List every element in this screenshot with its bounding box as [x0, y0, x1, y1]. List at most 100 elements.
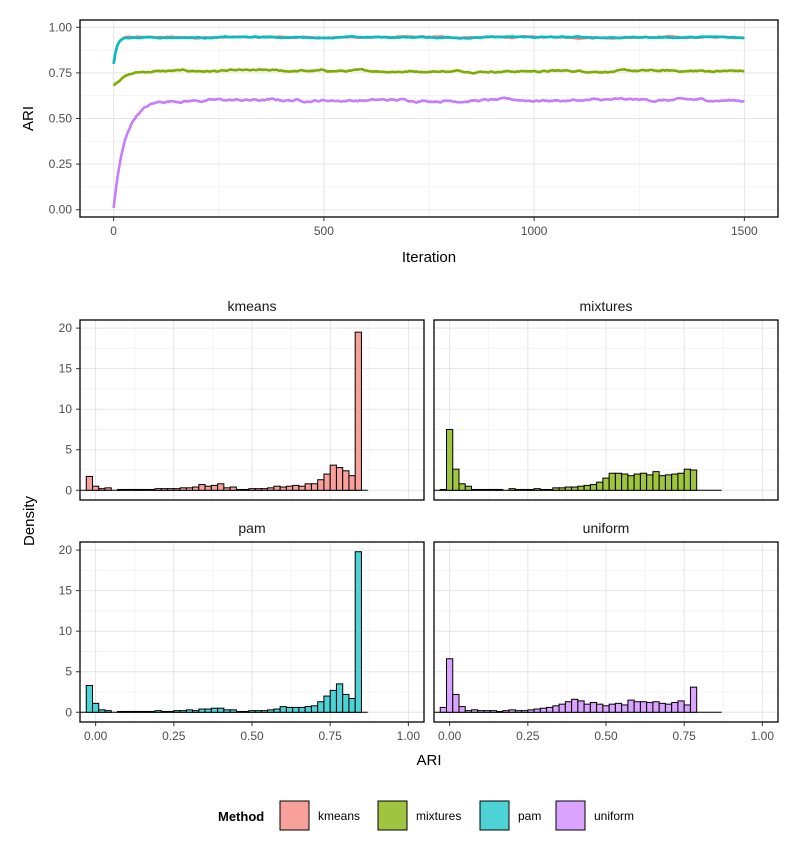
histogram-bar-mixtures: [646, 474, 654, 491]
histogram-bar-kmeans: [248, 488, 256, 491]
histogram-bar-kmeans: [167, 488, 175, 491]
histogram-facets: kmeans mixtures pam uniform: [79, 298, 779, 723]
histogram-bar-kmeans: [317, 479, 325, 491]
legend-title: Method: [218, 809, 264, 824]
histogram-y-tick-label: 15: [59, 362, 73, 376]
histogram-bar-pam: [285, 706, 294, 713]
histogram-bar-uniform: [477, 710, 485, 713]
histogram-bar-mixtures: [621, 473, 629, 491]
histogram-x-tick-label: 1.00: [751, 729, 775, 743]
line-chart-y-ticks: 0.00 0.25 0.50 0.75 1.00: [49, 20, 80, 217]
histogram-bar-pam: [329, 689, 337, 713]
histogram-bar-uniform: [452, 693, 460, 713]
histogram-x-tick-label: 0.25: [162, 729, 186, 743]
histogram-bar-uniform: [664, 703, 673, 713]
line-chart-y-axis-label: ARI: [20, 106, 37, 131]
histogram-y-ticks: 0 5 10 15 20 0 5 10 15 20: [59, 321, 80, 719]
histogram-bar-mixtures: [589, 484, 598, 491]
histogram-bar-uniform: [596, 703, 604, 713]
histogram-bar-kmeans: [173, 488, 181, 491]
histogram-bar-uniform: [464, 710, 473, 713]
histogram-bar-uniform: [546, 706, 554, 713]
histogram-bar-uniform: [589, 702, 598, 713]
histogram-bar-mixtures: [639, 472, 648, 491]
histogram-bar-kmeans: [342, 470, 350, 491]
histogram-bar-kmeans: [185, 487, 194, 491]
histogram-bar-pam: [210, 707, 219, 713]
line-chart-y-tick-label: 0.00: [49, 203, 73, 217]
line-chart-x-ticks: 0 500 1000 1500: [110, 217, 758, 238]
histogram-bar-mixtures: [633, 473, 641, 491]
facet-title-mixtures: mixtures: [580, 298, 633, 314]
histogram-bar-kmeans: [279, 486, 287, 491]
histogram-bar-pam: [235, 710, 244, 713]
histogram-bar-pam: [129, 710, 137, 713]
histogram-y-tick-label: 20: [59, 543, 73, 557]
histogram-bar-pam: [179, 710, 187, 713]
line-chart-y-tick-label: 1.00: [49, 20, 73, 34]
histogram-bar-kmeans: [148, 488, 156, 491]
histogram-bar-kmeans: [123, 488, 131, 491]
histogram-bar-mixtures: [677, 472, 685, 491]
histogram-bar-kmeans: [154, 488, 162, 491]
histogram-bar-uniform: [683, 704, 691, 713]
histogram-bar-mixtures: [577, 485, 585, 491]
facet-title-pam: pam: [238, 520, 265, 536]
histogram-bar-pam: [279, 706, 287, 713]
histogram-bar-pam: [217, 707, 225, 713]
histogram-bar-pam: [92, 702, 100, 713]
histogram-x-tick-label: 0.75: [319, 729, 343, 743]
histogram-bar-mixtures: [558, 487, 566, 491]
histogram-bar-pam: [167, 710, 175, 713]
histogram-bar-uniform: [689, 686, 698, 713]
line-chart-y-tick-label: 0.25: [49, 157, 73, 171]
histogram-bar-kmeans: [179, 487, 187, 491]
histogram-bar-kmeans: [192, 486, 200, 491]
line-chart-y-tick-label: 0.50: [49, 112, 73, 126]
histogram-bar-kmeans: [129, 488, 137, 491]
histogram-bar-pam: [98, 709, 106, 713]
histogram-bar-kmeans: [260, 488, 269, 491]
histogram-bar-mixtures: [483, 488, 491, 491]
legend-label-kmeans: kmeans: [318, 809, 360, 823]
histogram-bar-mixtures: [514, 488, 523, 491]
histogram-bar-mixtures: [652, 471, 660, 491]
histogram-bar-uniform: [583, 703, 591, 713]
histogram-bar-kmeans: [223, 487, 231, 491]
histogram-x-ticks: 0.00 0.25 0.50 0.75 1.00 0.00 0.25 0.50 0.75 1.00: [84, 722, 774, 743]
histogram-bar-mixtures: [489, 488, 498, 491]
line-chart-x-tick-label: 1000: [521, 224, 548, 238]
histogram-bar-kmeans: [198, 484, 206, 491]
histogram-bar-mixtures: [452, 468, 460, 491]
histogram-bar-pam: [310, 705, 319, 713]
histogram-bar-pam: [348, 697, 356, 713]
histogram-x-tick-label: 0.25: [516, 729, 540, 743]
histogram-bar-uniform: [496, 710, 504, 713]
histogram-bar-uniform: [646, 702, 654, 713]
histogram-bar-kmeans: [229, 486, 237, 491]
histogram-bar-pam: [273, 708, 281, 713]
facet-kmeans: kmeans: [79, 298, 425, 501]
line-chart-panel: 0.00 0.25 0.50 0.75 1.00 0 500 1000 1500 Iterat…: [20, 19, 779, 266]
histogram-x-tick-label: 1.00: [397, 729, 421, 743]
histogram-bar-pam: [323, 695, 331, 713]
histogram-bar-mixtures: [446, 428, 454, 491]
histogram-bar-pam: [260, 710, 269, 713]
histogram-bar-uniform: [483, 710, 491, 713]
legend-key-pam: [479, 800, 510, 831]
histogram-bar-pam: [173, 710, 181, 713]
histogram-bar-mixtures: [614, 472, 623, 491]
histogram-bar-mixtures: [439, 488, 448, 491]
histogram-bar-pam: [85, 685, 94, 713]
line-series-mixtures: [112, 67, 745, 87]
histogram-bar-mixtures: [477, 488, 485, 491]
histogram-bar-pam: [198, 708, 206, 713]
histogram-bar-kmeans: [354, 331, 362, 491]
histogram-bar-mixtures: [571, 486, 579, 491]
histogram-bar-mixtures: [583, 484, 591, 491]
histogram-bar-pam: [335, 683, 344, 713]
histogram-bar-pam: [204, 708, 212, 713]
histogram-bar-pam: [292, 706, 300, 713]
histogram-bar-uniform: [533, 708, 541, 713]
